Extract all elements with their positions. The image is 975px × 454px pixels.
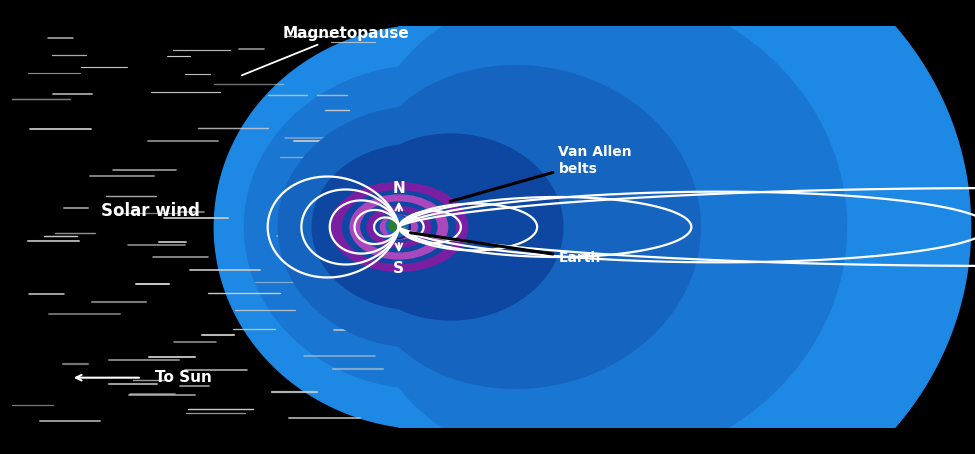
Ellipse shape <box>367 207 431 247</box>
Ellipse shape <box>350 195 448 259</box>
Circle shape <box>386 215 409 237</box>
Text: S: S <box>393 261 405 276</box>
Text: Van Allen
belts: Van Allen belts <box>450 145 632 202</box>
Circle shape <box>389 219 402 232</box>
Polygon shape <box>278 66 700 388</box>
Polygon shape <box>214 0 970 454</box>
Ellipse shape <box>388 220 410 234</box>
Ellipse shape <box>380 215 417 239</box>
Ellipse shape <box>376 212 422 242</box>
Ellipse shape <box>331 183 468 271</box>
Polygon shape <box>312 134 563 320</box>
Text: To Sun: To Sun <box>155 370 212 385</box>
Circle shape <box>387 216 410 238</box>
Ellipse shape <box>361 202 437 252</box>
Text: Earth: Earth <box>410 233 601 265</box>
Circle shape <box>397 221 404 228</box>
Text: Magnetopause: Magnetopause <box>242 26 410 75</box>
Circle shape <box>398 225 406 233</box>
Polygon shape <box>245 0 846 454</box>
Ellipse shape <box>342 191 455 263</box>
Text: Solar wind: Solar wind <box>101 202 200 220</box>
Text: N: N <box>393 181 406 196</box>
